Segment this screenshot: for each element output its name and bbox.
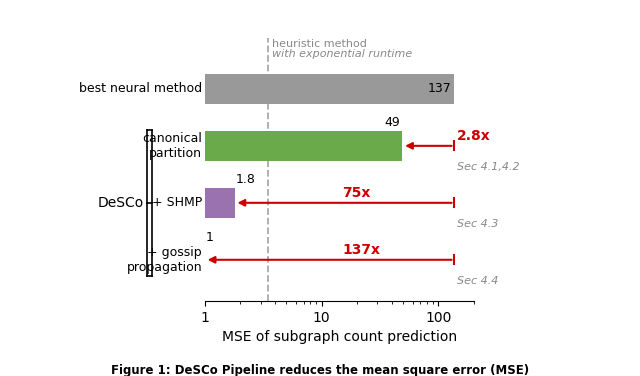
Bar xyxy=(205,74,454,104)
Text: 1: 1 xyxy=(206,231,214,244)
Text: + gossip
propagation: + gossip propagation xyxy=(127,246,202,274)
Text: 49: 49 xyxy=(385,116,400,129)
Text: with exponential runtime: with exponential runtime xyxy=(272,49,412,59)
Text: Sec 4.1,4.2: Sec 4.1,4.2 xyxy=(458,162,520,172)
Text: best neural method: best neural method xyxy=(79,82,202,96)
Text: 137x: 137x xyxy=(342,243,380,257)
Text: heuristic method: heuristic method xyxy=(272,39,367,49)
Text: DeSCo: DeSCo xyxy=(98,196,145,210)
Bar xyxy=(205,188,235,218)
Text: 75x: 75x xyxy=(342,186,371,200)
Text: 1.8: 1.8 xyxy=(236,173,256,186)
Text: 2.8x: 2.8x xyxy=(458,129,491,143)
Text: Figure 1: DeSCo Pipeline reduces the mean square error (MSE): Figure 1: DeSCo Pipeline reduces the mea… xyxy=(111,364,529,376)
Text: canonical
partition: canonical partition xyxy=(142,132,202,160)
Bar xyxy=(205,131,403,161)
X-axis label: MSE of subgraph count prediction: MSE of subgraph count prediction xyxy=(221,330,457,344)
Text: Sec 4.3: Sec 4.3 xyxy=(458,219,499,229)
Text: 137: 137 xyxy=(428,82,452,96)
Text: Sec 4.4: Sec 4.4 xyxy=(458,276,499,286)
Text: + SHMP: + SHMP xyxy=(152,196,202,209)
